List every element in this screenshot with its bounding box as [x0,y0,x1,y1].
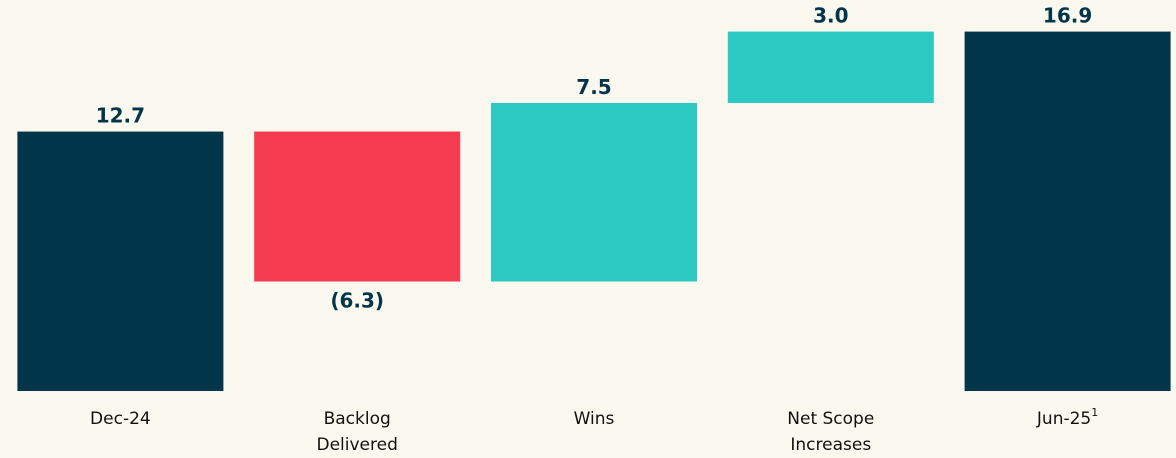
category-text: Wins [573,409,615,429]
x-tick-label: Dec-24 [55,406,185,432]
value-label: 3.0 [813,4,848,28]
value-label: 7.5 [576,75,611,99]
category-text: Jun-25 [1036,409,1092,429]
bar [964,31,1171,392]
category-text: Dec-24 [90,409,151,429]
bar [17,131,224,391]
bar [727,31,934,103]
category-text: Backlog Delivered [316,409,398,455]
x-tick-label: Backlog Delivered [292,406,422,458]
value-label: (6.3) [330,289,384,313]
value-label: 16.9 [1043,4,1092,28]
bar [254,131,461,282]
bar [491,102,697,282]
x-tick-label: Net Scope Increases [766,406,896,458]
x-tick-label: Jun-251 [1003,406,1133,432]
footnote-mark: 1 [1091,406,1099,419]
value-label: 12.7 [96,104,145,128]
x-tick-label: Wins [529,406,659,432]
category-text: Net Scope Increases [787,409,875,455]
